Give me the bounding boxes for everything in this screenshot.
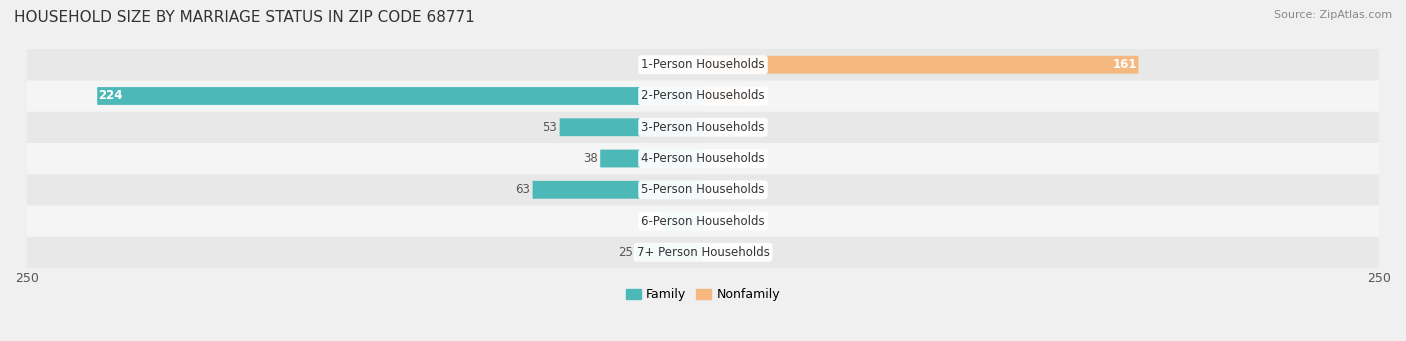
FancyBboxPatch shape [703, 56, 1139, 74]
Text: 7+ Person Households: 7+ Person Households [637, 246, 769, 259]
Text: 38: 38 [582, 152, 598, 165]
Text: Source: ZipAtlas.com: Source: ZipAtlas.com [1274, 10, 1392, 20]
Text: HOUSEHOLD SIZE BY MARRIAGE STATUS IN ZIP CODE 68771: HOUSEHOLD SIZE BY MARRIAGE STATUS IN ZIP… [14, 10, 475, 25]
FancyBboxPatch shape [662, 212, 703, 230]
FancyBboxPatch shape [703, 87, 744, 105]
Text: 4-Person Households: 4-Person Households [641, 152, 765, 165]
FancyBboxPatch shape [27, 237, 1379, 268]
FancyBboxPatch shape [560, 118, 703, 136]
FancyBboxPatch shape [533, 181, 703, 199]
Text: 25: 25 [617, 246, 633, 259]
Text: 53: 53 [543, 121, 557, 134]
Text: 3-Person Households: 3-Person Households [641, 121, 765, 134]
Text: 224: 224 [98, 89, 124, 103]
FancyBboxPatch shape [27, 205, 1379, 237]
Text: 161: 161 [1112, 58, 1137, 71]
FancyBboxPatch shape [27, 112, 1379, 143]
FancyBboxPatch shape [600, 150, 703, 167]
Legend: Family, Nonfamily: Family, Nonfamily [626, 288, 780, 301]
FancyBboxPatch shape [636, 243, 703, 261]
FancyBboxPatch shape [27, 49, 1379, 80]
Text: 6-Person Households: 6-Person Households [641, 214, 765, 227]
Text: 15: 15 [747, 89, 761, 103]
Text: 15: 15 [645, 214, 659, 227]
Text: 1-Person Households: 1-Person Households [641, 58, 765, 71]
FancyBboxPatch shape [27, 143, 1379, 174]
Text: 5-Person Households: 5-Person Households [641, 183, 765, 196]
FancyBboxPatch shape [97, 87, 703, 105]
Text: 2-Person Households: 2-Person Households [641, 89, 765, 103]
Text: 63: 63 [515, 183, 530, 196]
FancyBboxPatch shape [27, 174, 1379, 205]
FancyBboxPatch shape [27, 80, 1379, 112]
